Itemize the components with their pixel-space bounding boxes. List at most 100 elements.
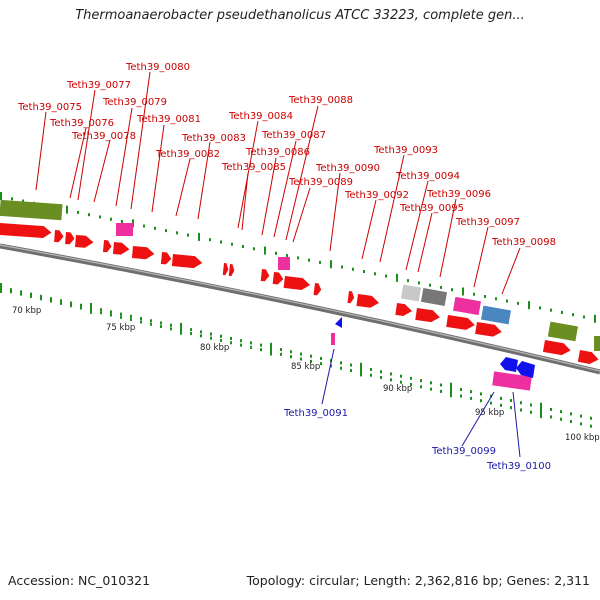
scale-tick bbox=[407, 279, 409, 283]
forward-cds-arrow[interactable] bbox=[222, 263, 229, 276]
gene-label[interactable]: Teth39_0094 bbox=[395, 171, 460, 182]
feature-block-pink[interactable] bbox=[116, 223, 133, 236]
forward-cds-arrow[interactable] bbox=[283, 276, 311, 291]
forward-cds-arrow[interactable] bbox=[577, 350, 600, 365]
scale-tick bbox=[400, 374, 402, 378]
scale-tick bbox=[150, 319, 152, 323]
forward-cds-arrow[interactable] bbox=[75, 235, 94, 248]
scale-tick bbox=[385, 274, 387, 278]
scale-tick bbox=[297, 256, 299, 260]
inner-dot-ring bbox=[0, 283, 592, 420]
gene-label[interactable]: Teth39_0088 bbox=[288, 95, 353, 106]
scale-tick bbox=[110, 313, 112, 317]
reverse-cds-arrow[interactable] bbox=[516, 361, 535, 378]
gene-label[interactable]: Teth39_0100 bbox=[486, 461, 551, 472]
scale-tick bbox=[50, 297, 52, 301]
reverse-cds-arrow[interactable] bbox=[335, 317, 342, 328]
scale-tick bbox=[580, 414, 582, 418]
forward-cds-arrow[interactable] bbox=[0, 223, 52, 239]
gene-label[interactable]: Teth39_0078 bbox=[71, 131, 136, 142]
forward-cds-arrow[interactable] bbox=[313, 283, 322, 296]
forward-cds-arrow[interactable] bbox=[542, 340, 572, 356]
gene-label[interactable]: Teth39_0075 bbox=[17, 102, 82, 113]
scale-tick bbox=[60, 299, 62, 303]
scale-tick bbox=[260, 343, 262, 347]
gene-label[interactable]: Teth39_0099 bbox=[431, 446, 496, 457]
gene-label[interactable]: Teth39_0080 bbox=[125, 62, 190, 73]
gene-label[interactable]: Teth39_0081 bbox=[136, 114, 201, 125]
gene-label[interactable]: Teth39_0097 bbox=[455, 217, 520, 228]
outer-dot-ring bbox=[0, 192, 596, 323]
scale-tick bbox=[470, 390, 472, 394]
forward-cds-arrow[interactable] bbox=[131, 246, 155, 260]
forward-cds-arrow[interactable] bbox=[395, 303, 413, 317]
scale-tick bbox=[583, 315, 585, 319]
scale-tick bbox=[264, 246, 266, 255]
scale-tick bbox=[517, 301, 519, 305]
scale-tick bbox=[560, 417, 562, 421]
scale-tick bbox=[540, 402, 542, 411]
scale-tick bbox=[280, 352, 282, 356]
forward-cds-arrow[interactable] bbox=[272, 272, 284, 285]
feature-block-gray[interactable] bbox=[420, 288, 448, 306]
gene-label[interactable]: Teth39_0089 bbox=[288, 177, 353, 188]
feature-block-steel[interactable] bbox=[480, 305, 512, 325]
gene-label[interactable]: Teth39_0084 bbox=[228, 111, 293, 122]
forward-cds-arrow[interactable] bbox=[415, 308, 440, 323]
gene-leader-lines bbox=[35, 71, 521, 295]
forward-cds-arrow[interactable] bbox=[347, 291, 355, 304]
feature-block-pink[interactable] bbox=[492, 371, 532, 391]
forward-cds-arrow[interactable] bbox=[356, 294, 380, 309]
feature-block-olive[interactable] bbox=[594, 336, 600, 351]
gene-label[interactable]: Teth39_0083 bbox=[181, 133, 246, 144]
feature-block-pink[interactable] bbox=[278, 257, 290, 270]
scale-tick bbox=[209, 238, 211, 242]
gene-label[interactable]: Teth39_0098 bbox=[491, 237, 556, 248]
gene-label[interactable]: Teth39_0076 bbox=[49, 118, 114, 129]
feature-block-olive[interactable] bbox=[0, 199, 63, 221]
feature-block-pink[interactable] bbox=[452, 296, 482, 316]
forward-cds-arrow[interactable] bbox=[112, 242, 130, 255]
reverse-cds-arrow[interactable] bbox=[500, 357, 518, 372]
gene-label[interactable]: Teth39_0092 bbox=[344, 190, 409, 201]
gene-label[interactable]: Teth39_0090 bbox=[315, 163, 380, 174]
scale-tick bbox=[460, 387, 462, 391]
feature-block-pink[interactable] bbox=[331, 333, 335, 345]
scale-tick bbox=[150, 322, 152, 326]
forward-cds-arrow[interactable] bbox=[260, 269, 270, 282]
scale-tick bbox=[319, 260, 321, 264]
scale-tick bbox=[230, 336, 232, 340]
scale-tick bbox=[180, 322, 182, 331]
scale-tick bbox=[580, 422, 582, 426]
scale-tick bbox=[250, 345, 252, 349]
forward-cds-arrow[interactable] bbox=[475, 322, 503, 338]
gene-label[interactable]: Teth39_0096 bbox=[426, 189, 491, 200]
forward-cds-arrow[interactable] bbox=[171, 254, 203, 269]
forward-cds-arrow[interactable] bbox=[102, 240, 112, 253]
gene-label[interactable]: Teth39_0091 bbox=[283, 408, 348, 419]
gene-label[interactable]: Teth39_0085 bbox=[221, 162, 286, 173]
scale-tick bbox=[440, 383, 442, 387]
gene-label[interactable]: Teth39_0087 bbox=[261, 130, 326, 141]
scale-tick bbox=[240, 339, 242, 343]
forward-cds-arrow[interactable] bbox=[446, 315, 475, 331]
gene-label[interactable]: Teth39_0082 bbox=[155, 149, 220, 160]
gene-label[interactable]: Teth39_0086 bbox=[245, 147, 310, 158]
forward-cds-arrow[interactable] bbox=[54, 230, 64, 243]
scale-tick bbox=[88, 213, 90, 217]
gene-label[interactable]: Teth39_0093 bbox=[373, 145, 438, 156]
gene-label[interactable]: Teth39_0095 bbox=[399, 203, 464, 214]
forward-cds-arrow[interactable] bbox=[65, 232, 75, 245]
feature-block-olive[interactable] bbox=[547, 321, 579, 342]
forward-cds-arrow[interactable] bbox=[228, 264, 235, 277]
forward-cds-arrow[interactable] bbox=[160, 252, 172, 265]
scale-tick bbox=[460, 394, 462, 398]
kbp-tick-label: 90 kbp bbox=[383, 384, 412, 394]
kbp-tick-label: 100 kbp bbox=[565, 433, 600, 443]
scale-tick bbox=[420, 379, 422, 383]
gene-label[interactable]: Teth39_0079 bbox=[102, 97, 167, 108]
gene-label[interactable]: Teth39_0077 bbox=[66, 80, 131, 91]
scale-tick bbox=[0, 192, 2, 200]
feature-block-gray[interactable] bbox=[400, 284, 422, 302]
